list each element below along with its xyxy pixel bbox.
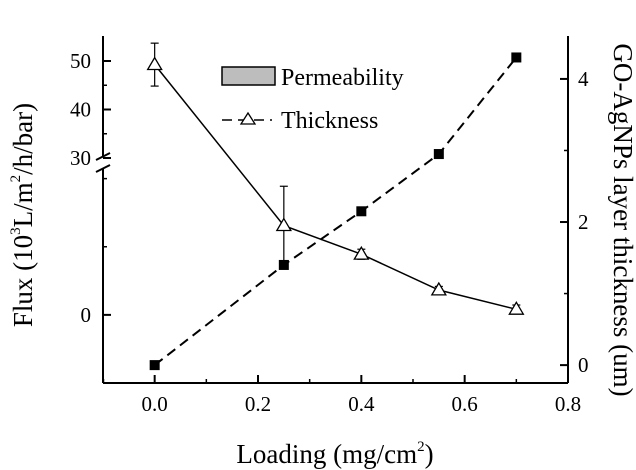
legend-thickness-marker (239, 111, 257, 125)
series-lines (154, 56, 518, 366)
axis-titles: Loading (mg/cm2) Flux (103L/m2/h/bar) GO-A… (8, 43, 636, 469)
thickness-point (146, 56, 163, 71)
permeability-point (511, 52, 522, 63)
left-tick-label: 0 (81, 303, 92, 327)
x-tick-label: 0.4 (348, 392, 375, 416)
thickness-point (275, 217, 292, 232)
thickness-point (508, 301, 525, 315)
series-line-permeability (154, 56, 518, 366)
x-tick-label: 0.0 (142, 392, 168, 416)
x-axis-ticks: 0.0 0.2 0.4 0.6 0.8 (102, 375, 581, 416)
right-tick-label: 2 (578, 210, 589, 234)
right-tick-label: 0 (578, 353, 589, 377)
left-axis-title: Flux (103L/m2/h/bar) (8, 103, 38, 327)
permeability-point (149, 360, 160, 371)
legend-permeability-label: Permeability (281, 65, 404, 91)
axis-break-mark-lower (95, 164, 111, 173)
permeability-point (356, 206, 367, 217)
left-tick-label: 50 (70, 49, 91, 73)
legend-permeability-swatch (221, 66, 276, 86)
x-tick-label: 0.6 (452, 392, 478, 416)
left-axis-ticks: 0 30 40 50 (70, 49, 111, 384)
plot-frame (95, 36, 569, 384)
series-markers (146, 42, 525, 371)
permeability-point (433, 149, 444, 160)
x-axis-title: Loading (mg/cm2) (236, 439, 433, 469)
x-tick-label: 0.8 (555, 392, 581, 416)
right-axis-title: GO-AgNPs layer thickness (um) (608, 43, 636, 396)
series-line-thickness (154, 64, 517, 311)
right-tick-label: 4 (578, 67, 589, 91)
thickness-point (353, 245, 370, 260)
legend: Permeability Thickness (221, 65, 404, 134)
left-tick-label: 40 (70, 98, 91, 122)
left-tick-label: 30 (70, 146, 91, 170)
thickness-point (430, 281, 447, 296)
axis-break-mark-upper (95, 152, 111, 161)
right-axis-ticks: 0 2 4 (560, 67, 589, 377)
x-tick-label: 0.2 (245, 392, 271, 416)
legend-thickness-label: Thickness (281, 108, 378, 134)
